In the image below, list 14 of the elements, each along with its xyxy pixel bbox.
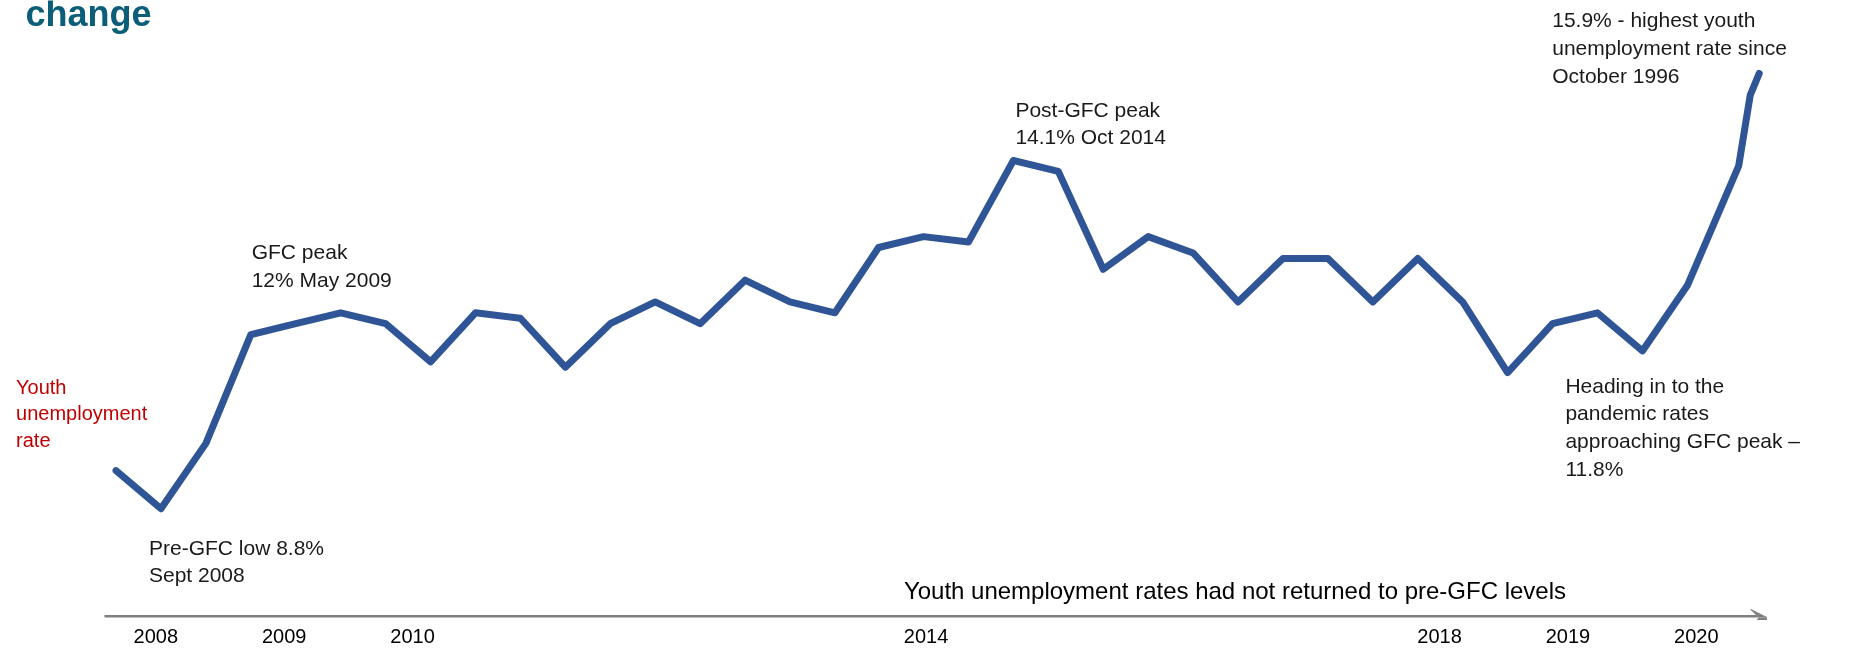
x-tick-label: 2019	[1545, 624, 1591, 647]
series-label: Youth unemployment rate	[16, 375, 148, 451]
annotation: 15.9% - highest youth unemployment rate since October 1996	[1552, 8, 1787, 87]
annotation: Pre-GFC low 8.8% Sept 2008	[148, 535, 325, 587]
x-tick-label: 2009	[261, 624, 307, 647]
x-tick-label: 2008	[133, 624, 179, 647]
annotation: Youth unemployment rates had not returned to pre-GFC levels	[903, 576, 1567, 604]
x-tick-label: 2018	[1417, 624, 1462, 647]
x-tick-label: 2010	[390, 624, 435, 647]
x-tick-label: 2014	[903, 624, 949, 647]
annotation: Heading in to the pandemic rates approaching GFC peak – 11.8%	[1565, 373, 1801, 480]
x-tick-label: 2020	[1674, 624, 1719, 647]
annotation: GFC peak 12% May 2009	[251, 240, 392, 291]
annotation: Post-GFC peak 14.1% Oct 2014	[1015, 97, 1167, 149]
